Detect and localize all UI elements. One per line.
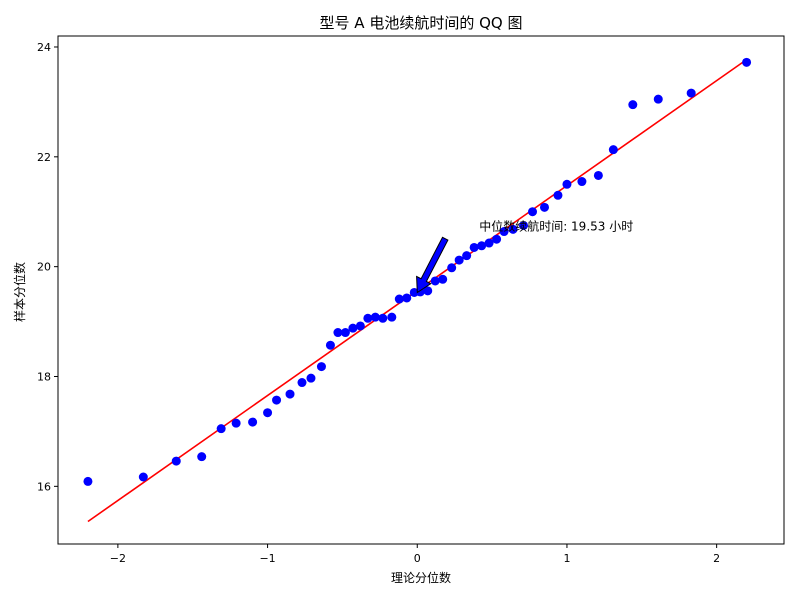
- data-point: [333, 328, 343, 338]
- data-point: [394, 294, 404, 304]
- data-point: [216, 424, 226, 434]
- y-tick-label: 22: [37, 151, 51, 164]
- data-point: [378, 313, 388, 323]
- data-point: [528, 207, 538, 217]
- data-point: [83, 476, 93, 486]
- data-point: [171, 456, 181, 466]
- data-point: [628, 100, 638, 110]
- data-point: [263, 408, 273, 418]
- y-tick-label: 18: [37, 370, 51, 383]
- data-point: [316, 362, 326, 372]
- data-point: [325, 340, 335, 350]
- data-point: [477, 241, 487, 251]
- annotation-arrow: [416, 236, 449, 294]
- data-point: [539, 202, 549, 212]
- data-point: [297, 378, 307, 388]
- data-point: [248, 417, 258, 427]
- data-point: [742, 57, 752, 67]
- data-point: [423, 286, 433, 296]
- data-point: [340, 328, 350, 338]
- annotation-text: 中位数续航时间: 19.53 小时: [479, 219, 633, 234]
- data-point: [492, 234, 502, 244]
- data-point: [306, 373, 316, 383]
- data-point: [197, 452, 207, 462]
- data-point: [402, 293, 412, 303]
- data-point: [387, 312, 397, 322]
- data-point: [484, 238, 494, 248]
- data-point: [608, 145, 618, 155]
- data-point: [653, 94, 663, 104]
- data-point: [454, 255, 464, 265]
- data-point: [231, 418, 241, 428]
- data-point: [370, 312, 380, 322]
- chart-title: 型号 A 电池续航时间的 QQ 图: [320, 14, 523, 32]
- data-point: [593, 170, 603, 180]
- data-point: [355, 321, 365, 331]
- data-point: [577, 177, 587, 187]
- x-axis-label: 理论分位数: [391, 570, 451, 585]
- data-point: [348, 323, 358, 333]
- data-point: [363, 313, 373, 323]
- data-point: [553, 190, 563, 200]
- plot-area-frame: [57, 35, 785, 545]
- data-point: [508, 224, 518, 234]
- data-point: [447, 263, 457, 273]
- x-tick-label: 1: [563, 552, 570, 565]
- data-point: [462, 251, 472, 261]
- x-tick-label: 0: [414, 552, 421, 565]
- y-axis-label: 样本分位数: [12, 262, 27, 322]
- x-tick-label: −1: [259, 552, 275, 565]
- data-point: [469, 242, 479, 252]
- data-point: [430, 276, 440, 286]
- data-point: [272, 395, 282, 405]
- data-point: [438, 274, 448, 284]
- plot-layer: −2 −1 0 1 2 16 18 20 22 24 中位数续航时间: 19.53 小时: [37, 41, 752, 565]
- data-point: [138, 472, 148, 482]
- data-point: [499, 227, 509, 237]
- data-point: [562, 179, 572, 189]
- y-tick-label: 20: [37, 261, 51, 274]
- x-tick-label: 2: [713, 552, 720, 565]
- data-point: [285, 389, 295, 399]
- data-point: [519, 220, 529, 230]
- y-tick-label: 24: [37, 41, 51, 54]
- data-point: [686, 88, 696, 98]
- x-tick-label: −2: [110, 552, 126, 565]
- y-tick-label: 16: [37, 480, 51, 493]
